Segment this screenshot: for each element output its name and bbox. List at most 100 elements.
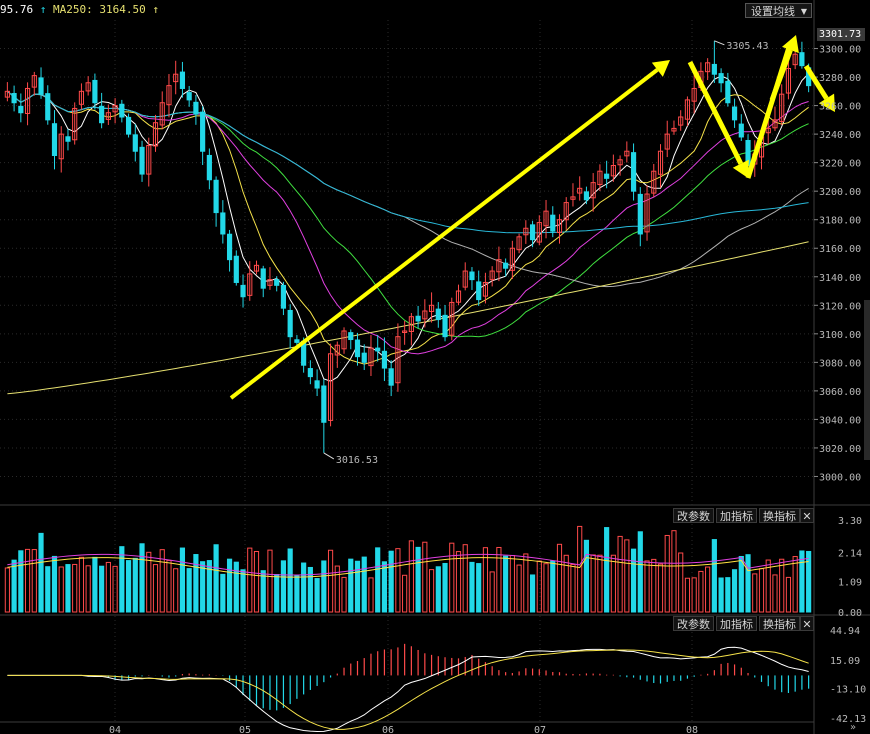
candle-body [361,352,367,363]
candle-body [476,281,482,301]
candle-body [529,224,536,241]
volume-bar [570,563,576,613]
candle-body [193,101,199,115]
volume-bar [516,564,522,613]
swap-indicator-button-macd[interactable]: 换指标 [759,616,800,631]
settings-ma-label: 设置均线 [751,5,795,18]
volume-bar [577,525,583,613]
change-params-button-volume[interactable]: 改参数 [673,508,714,523]
volume-bar [193,554,199,613]
volume-bar [644,560,650,613]
y-tick-label: 3220.00 [819,159,861,170]
candle-body [31,75,37,88]
moving-average-lines [7,73,809,395]
rebound-arrow [769,49,793,101]
volume-bar [132,557,138,613]
close-icon[interactable]: ✕ [800,508,814,523]
volume-bar [280,560,287,613]
chevron-double-right-icon[interactable]: » [850,722,857,733]
volume-bar [752,573,758,613]
volume-bar [489,571,495,613]
candle-body [415,315,421,322]
volume-bar [785,576,792,613]
settings-ma-button[interactable]: 设置均线 ▼ [745,3,812,18]
candle-body [590,182,596,199]
ma-line-ma10 [7,90,809,365]
change-params-button-macd[interactable]: 改参数 [673,616,714,631]
y-tick-label: 3140.00 [819,273,861,284]
volume-bar [772,574,778,613]
ma250-value: 3164.50 [99,3,146,16]
candle-body [718,73,724,84]
volume-bar [152,564,159,613]
y-tick-label: 3120.00 [819,301,861,312]
x-tick-label: 07 [534,725,546,734]
candle-body [570,196,576,200]
close-icon[interactable]: ✕ [800,616,814,631]
volume-bar [314,578,320,613]
x-tick-label: 04 [109,725,121,734]
volume-bar [529,574,536,613]
volume-bar [213,544,219,613]
volume-y-tick-label: 3.30 [838,516,862,527]
volume-ma2-line [7,553,809,576]
volume-bar [18,550,24,613]
candle-body [388,368,394,386]
volume-bar [45,566,51,613]
volume-bar [496,546,502,613]
volume-bar [31,549,37,613]
add-indicator-button-volume[interactable]: 加指标 [716,508,757,523]
swap-indicator-button-volume[interactable]: 换指标 [759,508,800,523]
candle-body [617,159,623,166]
candle-body [489,270,495,281]
candle-body [132,134,138,152]
candle-body [604,173,610,179]
macd-dea-line [7,649,809,730]
pullback-arrow-head [732,159,749,178]
volume-bar [583,539,590,613]
trend-up-arrow [229,68,659,400]
candle-body [45,93,51,121]
volume-bar [125,560,132,613]
candle-body [550,214,556,232]
candle-body [381,350,388,369]
candle-body [173,73,179,83]
candle-body [159,102,165,126]
volume-bar [112,565,118,613]
ma-legend: 95.76 ↑ MA250: 3164.50 ↑ [0,3,159,16]
candle-body [341,330,347,350]
candle-body [375,347,381,352]
volume-bar [354,560,361,613]
candle-body [449,301,455,336]
candlesticks [4,40,812,453]
candle-body [630,152,637,192]
volume-bar [233,561,239,613]
vertical-scrollbar[interactable] [864,300,870,460]
candle-body [395,336,401,384]
volume-bar [381,561,388,613]
extreme-pointer [714,40,725,46]
candle-body [327,353,334,421]
volume-bar [422,541,428,613]
volume-bar [705,566,711,613]
candle-body [671,127,677,132]
decline-arrow [803,64,829,100]
decline-arrow-head [818,93,835,112]
add-indicator-button-macd[interactable]: 加指标 [716,616,757,631]
volume-bar [368,577,374,613]
volume-bar [51,555,58,613]
volume-bar [725,577,731,613]
volume-bar [415,546,421,613]
y-tick-label: 3080.00 [819,358,861,369]
volume-bar [462,544,468,613]
ma-line-ma20 [7,90,809,355]
y-tick-label: 3020.00 [819,444,861,455]
candle-body [139,146,145,175]
volume-bar [617,535,623,613]
volume-bar [395,548,401,613]
volume-bar [792,556,798,613]
candle-body [738,123,744,138]
volume-bar [294,575,300,613]
volume-bar [684,577,691,613]
